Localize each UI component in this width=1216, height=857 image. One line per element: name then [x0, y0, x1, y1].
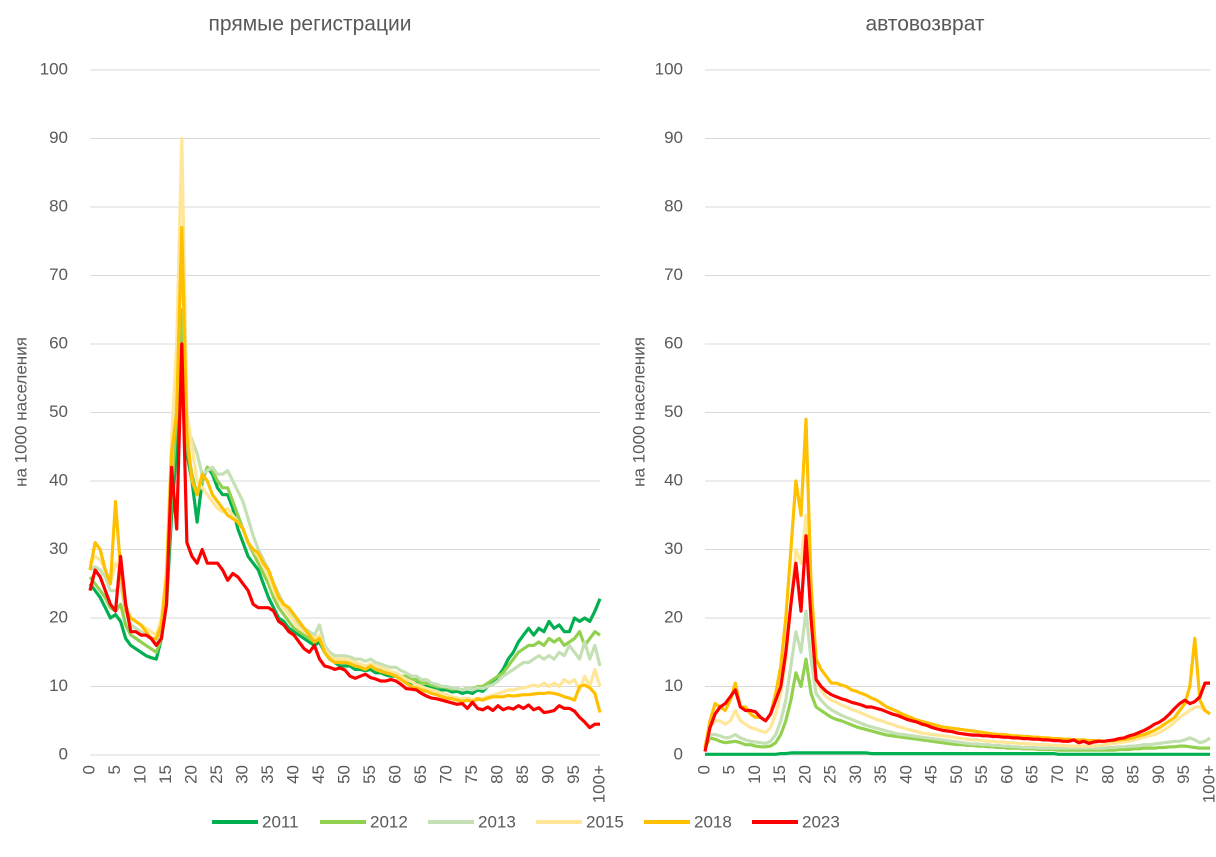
- x-tick-label: 55: [360, 765, 379, 784]
- x-tick-label: 20: [795, 765, 814, 784]
- x-tick-label: 65: [411, 765, 430, 784]
- x-tick-label: 95: [1174, 765, 1193, 784]
- x-tick-label: 40: [283, 765, 302, 784]
- series-line: [89, 239, 602, 692]
- y-tick-label: 80: [664, 196, 683, 215]
- x-tick-label: 45: [309, 765, 328, 784]
- y-tick-label: 70: [664, 265, 683, 284]
- x-tick-label: 25: [821, 765, 840, 784]
- x-tick-label: 75: [1073, 765, 1092, 784]
- y-tick-label: 20: [49, 607, 68, 626]
- y-tick-label: 40: [49, 470, 68, 489]
- legend-label: 2013: [478, 812, 516, 831]
- x-tick-label: 0: [694, 765, 713, 774]
- y-tick-label: 80: [49, 196, 68, 215]
- x-tick-label: 70: [436, 765, 455, 784]
- x-tick-label: 75: [462, 765, 481, 784]
- x-tick-label: 55: [972, 765, 991, 784]
- y-tick-label: 60: [49, 333, 68, 352]
- chart-title: автовозврат: [865, 13, 984, 36]
- x-tick-label: 65: [1023, 765, 1042, 784]
- x-tick-label: 100+: [589, 765, 608, 803]
- chart-title: прямые регистрации: [209, 13, 412, 36]
- y-tick-label: 10: [49, 676, 68, 695]
- x-tick-label: 20: [181, 765, 200, 784]
- series-line: [703, 657, 1210, 752]
- x-tick-label: 5: [720, 765, 739, 774]
- series-line: [88, 342, 600, 730]
- x-tick-label: 10: [745, 765, 764, 784]
- x-tick-label: 35: [258, 765, 277, 784]
- series-line: [88, 225, 602, 713]
- y-tick-label: 30: [49, 539, 68, 558]
- y-tick-label: 60: [664, 333, 683, 352]
- x-tick-label: 95: [564, 765, 583, 784]
- y-tick-label: 30: [664, 539, 683, 558]
- y-tick-label: 70: [49, 265, 68, 284]
- x-tick-label: 15: [156, 765, 175, 784]
- legend-label: 2012: [370, 812, 408, 831]
- y-tick-label: 20: [664, 607, 683, 626]
- y-tick-label: 0: [59, 744, 68, 763]
- x-tick-label: 30: [232, 765, 251, 784]
- x-tick-label: 90: [538, 765, 557, 784]
- y-tick-label: 40: [664, 470, 683, 489]
- y-tick-label: 50: [664, 402, 683, 421]
- x-tick-label: 40: [896, 765, 915, 784]
- x-tick-label: 15: [770, 765, 789, 784]
- legend-label: 2015: [586, 812, 624, 831]
- y-tick-label: 0: [674, 744, 683, 763]
- series-line: [703, 417, 1211, 749]
- x-tick-label: 60: [385, 765, 404, 784]
- series-line: [703, 534, 1210, 752]
- series-line: [703, 513, 1211, 749]
- y-tick-label: 50: [49, 402, 68, 421]
- x-tick-label: 100+: [1199, 765, 1216, 803]
- x-tick-label: 90: [1149, 765, 1168, 784]
- x-tick-label: 60: [997, 765, 1016, 784]
- x-tick-label: 0: [79, 765, 98, 774]
- x-tick-label: 10: [130, 765, 149, 784]
- series-line: [88, 342, 602, 695]
- y-tick-label: 100: [40, 59, 68, 78]
- y-tick-label: 10: [664, 676, 683, 695]
- x-tick-label: 70: [1048, 765, 1067, 784]
- y-axis-label: на 1000 населения: [11, 337, 30, 487]
- x-tick-label: 50: [334, 765, 353, 784]
- x-tick-label: 45: [922, 765, 941, 784]
- x-tick-label: 35: [871, 765, 890, 784]
- x-tick-label: 5: [105, 765, 124, 774]
- y-tick-label: 90: [49, 128, 68, 147]
- x-tick-label: 50: [947, 765, 966, 784]
- series-line: [705, 751, 1210, 756]
- y-tick-label: 100: [655, 59, 683, 78]
- legend-label: 2023: [802, 812, 840, 831]
- x-tick-label: 80: [1098, 765, 1117, 784]
- x-tick-label: 25: [207, 765, 226, 784]
- x-tick-label: 85: [1124, 765, 1143, 784]
- legend-label: 2011: [262, 812, 299, 831]
- series-line: [88, 136, 602, 702]
- legend-label: 2018: [694, 812, 732, 831]
- y-axis-label: на 1000 населения: [629, 337, 648, 487]
- x-tick-label: 30: [846, 765, 865, 784]
- y-tick-label: 90: [664, 128, 683, 147]
- x-tick-label: 85: [513, 765, 532, 784]
- x-tick-label: 80: [487, 765, 506, 784]
- series-line: [703, 609, 1211, 750]
